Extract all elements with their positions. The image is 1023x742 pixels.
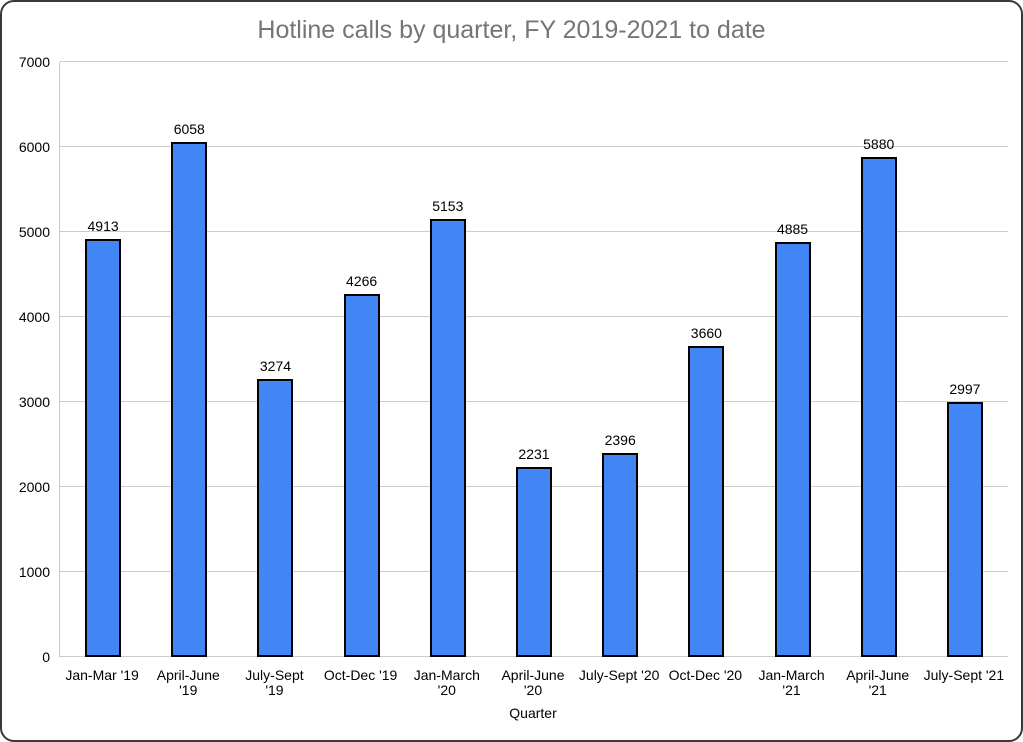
x-axis-tick-label: April-June '19 [156,667,220,698]
bar-value-label: 4885 [776,220,809,237]
bar[interactable] [171,142,208,657]
y-axis-tick-label: 7000 [18,54,50,70]
x-axis-tick-label: Oct-Dec '20 [668,667,743,683]
x-axis-tick-label: July-Sept '19 [245,667,304,698]
x-axis-tick-label: Jan-March '21 [758,667,825,698]
y-axis-tick-label: 1000 [18,564,50,580]
bar[interactable] [85,239,122,657]
x-axis-tick-label: July-Sept '21 [923,667,1005,683]
bar[interactable] [257,378,294,657]
bar[interactable] [343,294,380,657]
y-axis-tick-label: 3000 [18,394,50,410]
x-axis-tick-label: July-Sept '20 [578,667,660,683]
bar-value-label: 4266 [346,273,378,290]
y-axis-tick-label: 6000 [18,139,50,155]
x-axis-tick-label: Jan-March '20 [413,667,480,698]
bar-value-label: 3274 [259,357,292,374]
gridline [60,401,1008,402]
bar-value-label: 5880 [863,136,895,153]
bar[interactable] [774,241,811,657]
y-axis: 0 1000 2000 3000 4000 5000 6000 7000 [2,54,50,665]
y-axis-tick-label: 5000 [18,224,50,240]
bar-value-label: 3660 [690,324,722,341]
gridline [60,61,1008,62]
gridline [60,146,1008,147]
bar-value-label: 5153 [432,198,464,214]
bar[interactable] [688,345,725,657]
y-axis-tick-label: 2000 [18,479,50,495]
bar[interactable] [860,157,897,657]
bar-value-label: 2396 [604,432,636,449]
chart-title: Hotline calls by quarter, FY 2019-2021 t… [257,16,766,44]
x-axis-title: Quarter [509,705,557,721]
x-axis: Jan-Mar '19 April-June '19 July-Sept '19 Oc… [59,668,1007,708]
x-axis-tick-label: April-June '20 [501,667,565,698]
gridline [60,231,1008,232]
bar[interactable] [946,402,983,657]
x-axis-tick-label: Jan-Mar '19 [65,667,139,683]
bar[interactable] [602,453,639,657]
x-axis-tick-label: April-June '21 [846,667,910,698]
y-axis-tick-label: 0 [42,649,50,665]
bar-value-label: 2997 [949,381,981,398]
x-axis-tick-label: Oct-Dec '19 [323,667,398,683]
bar-value-label: 6058 [173,121,205,138]
y-axis-tick-label: 4000 [18,309,50,325]
bar[interactable] [429,219,466,657]
bar-value-label: 2231 [518,446,550,463]
bar-value-label: 4913 [87,218,119,235]
gridline [60,316,1008,317]
plot-area: 4913 6058 3274 4266 5153 2231 2396 3660 4885 5880… [59,61,1008,657]
bar[interactable] [516,467,552,657]
